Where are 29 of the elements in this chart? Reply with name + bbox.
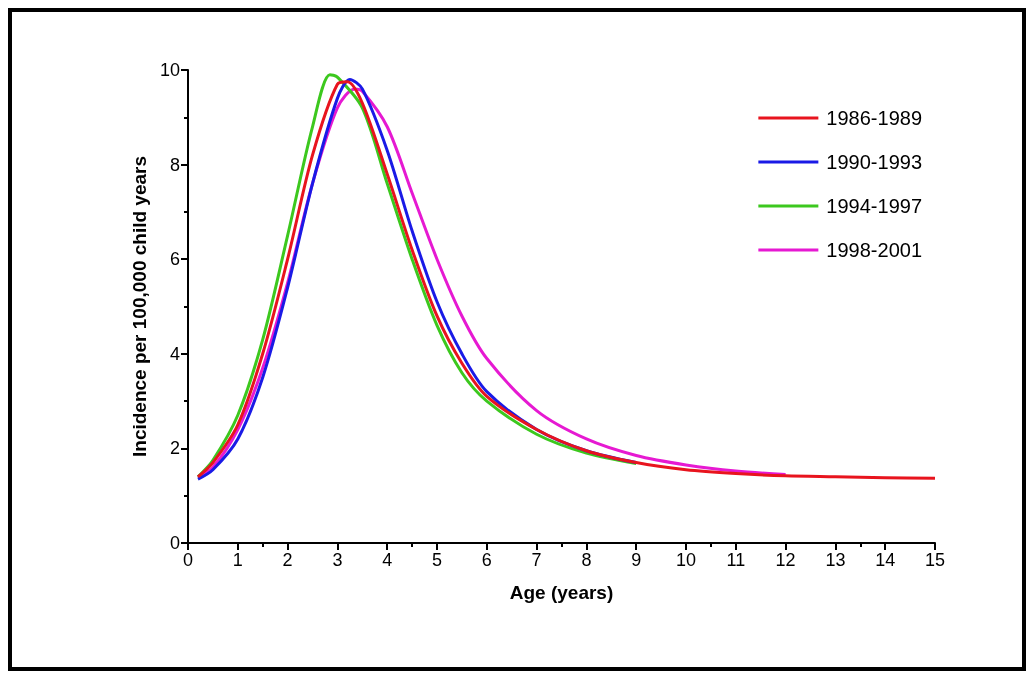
legend-label: 1998-2001 bbox=[826, 239, 923, 261]
x-tick-label: 9 bbox=[631, 550, 642, 570]
y-tick-label: 8 bbox=[169, 154, 180, 175]
x-tick-label: 8 bbox=[581, 550, 592, 570]
x-tick-label: 7 bbox=[531, 550, 542, 570]
x-tick-label: 6 bbox=[481, 550, 492, 570]
legend-label: 1990-1993 bbox=[826, 151, 923, 173]
y-tick-label: 2 bbox=[169, 438, 180, 459]
y-tick-label: 0 bbox=[169, 533, 180, 553]
x-tick-label: 4 bbox=[382, 550, 393, 570]
y-tick-label: 6 bbox=[169, 249, 180, 270]
x-tick-label: 11 bbox=[726, 550, 746, 570]
x-tick-label: 10 bbox=[675, 550, 697, 570]
x-axis-title: Age (years) bbox=[509, 582, 614, 603]
x-tick-label: 2 bbox=[282, 550, 293, 570]
x-tick-label: 15 bbox=[924, 550, 946, 570]
x-tick-label: 14 bbox=[875, 550, 896, 570]
x-tick-label: 3 bbox=[332, 550, 343, 570]
x-tick-label: 1 bbox=[232, 550, 243, 570]
y-tick-label: 10 bbox=[159, 60, 180, 80]
y-axis-title: Incidence per 100,000 child years bbox=[129, 155, 151, 458]
y-tick-label: 4 bbox=[169, 343, 180, 364]
legend-label: 1986-1989 bbox=[826, 107, 923, 129]
x-tick-label: 12 bbox=[775, 550, 796, 570]
legend-label: 1994-1997 bbox=[826, 195, 923, 217]
x-tick-label: 13 bbox=[825, 550, 846, 570]
line-series bbox=[196, 80, 937, 480]
x-tick-label: 5 bbox=[431, 550, 443, 570]
x-tick-label: 0 bbox=[182, 550, 194, 570]
